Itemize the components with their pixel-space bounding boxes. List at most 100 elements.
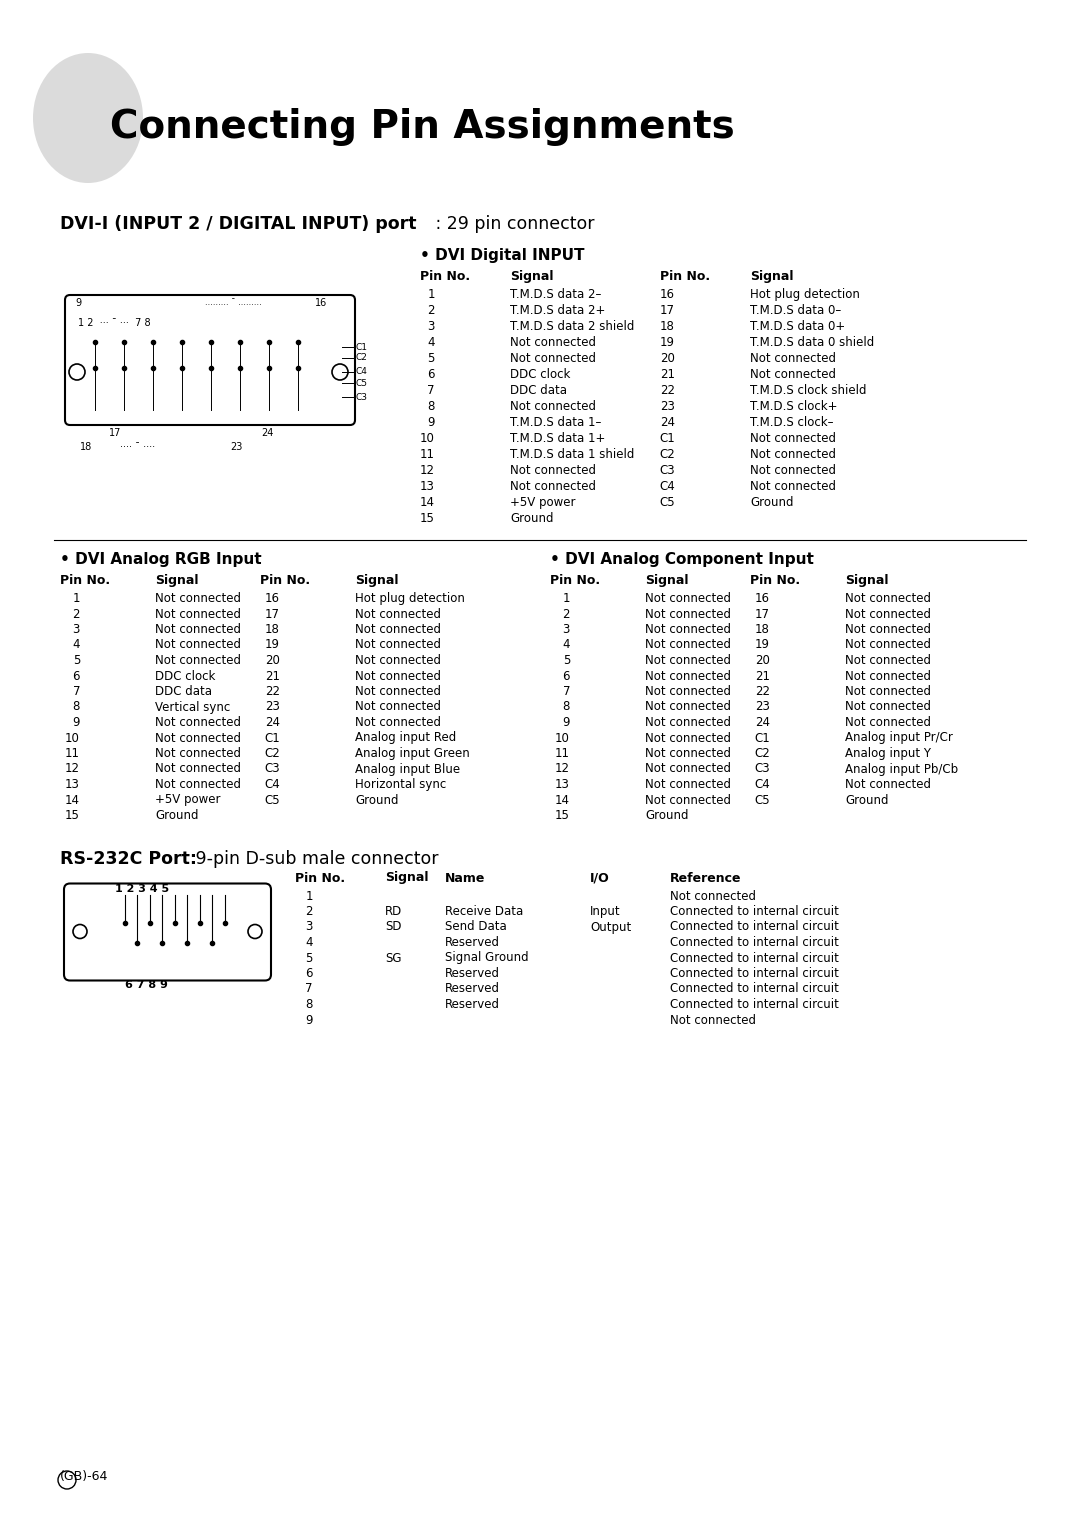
Text: 8: 8 bbox=[428, 400, 435, 413]
Text: Not connected: Not connected bbox=[156, 747, 241, 759]
Text: 21: 21 bbox=[265, 669, 280, 683]
Text: 4: 4 bbox=[72, 639, 80, 651]
Text: 18: 18 bbox=[660, 319, 675, 333]
Text: Not connected: Not connected bbox=[355, 700, 441, 714]
Text: Not connected: Not connected bbox=[510, 400, 596, 413]
Text: 5: 5 bbox=[563, 654, 570, 668]
Text: Not connected: Not connected bbox=[845, 700, 931, 714]
Text: Signal: Signal bbox=[510, 270, 554, 283]
Text: Connected to internal circuit: Connected to internal circuit bbox=[670, 983, 839, 996]
Text: T.M.D.S clock–: T.M.D.S clock– bbox=[750, 416, 834, 429]
Text: 20: 20 bbox=[265, 654, 280, 668]
Text: 5: 5 bbox=[428, 351, 435, 365]
Text: 8: 8 bbox=[563, 700, 570, 714]
Text: 4: 4 bbox=[428, 336, 435, 348]
Text: 7: 7 bbox=[563, 685, 570, 698]
Text: Connected to internal circuit: Connected to internal circuit bbox=[670, 952, 839, 964]
Text: 15: 15 bbox=[555, 808, 570, 822]
Text: C1: C1 bbox=[355, 342, 367, 351]
Text: Not connected: Not connected bbox=[750, 448, 836, 461]
Text: Pin No.: Pin No. bbox=[750, 575, 800, 587]
Text: Connected to internal circuit: Connected to internal circuit bbox=[670, 937, 839, 949]
Text: 11: 11 bbox=[65, 747, 80, 759]
Text: Not connected: Not connected bbox=[645, 669, 731, 683]
Text: 20: 20 bbox=[755, 654, 770, 668]
Text: 8: 8 bbox=[306, 998, 313, 1012]
Text: 19: 19 bbox=[755, 639, 770, 651]
Text: 9: 9 bbox=[563, 717, 570, 729]
Text: 17: 17 bbox=[755, 608, 770, 620]
Text: 10: 10 bbox=[555, 732, 570, 744]
Text: Reserved: Reserved bbox=[445, 937, 500, 949]
Text: DDC data: DDC data bbox=[156, 685, 212, 698]
Text: +5V power: +5V power bbox=[156, 793, 220, 807]
Text: 19: 19 bbox=[660, 336, 675, 348]
Text: Not connected: Not connected bbox=[645, 623, 731, 636]
Text: T.M.D.S data 1+: T.M.D.S data 1+ bbox=[510, 432, 606, 445]
Text: Analog input Pr/Cr: Analog input Pr/Cr bbox=[845, 732, 953, 744]
Text: Not connected: Not connected bbox=[156, 732, 241, 744]
Text: 23: 23 bbox=[755, 700, 770, 714]
Text: Not connected: Not connected bbox=[355, 623, 441, 636]
Text: Not connected: Not connected bbox=[510, 465, 596, 477]
Text: Not connected: Not connected bbox=[645, 685, 731, 698]
Text: C2: C2 bbox=[355, 353, 367, 362]
Text: C5: C5 bbox=[265, 793, 280, 807]
Text: Connecting Pin Assignments: Connecting Pin Assignments bbox=[110, 108, 734, 147]
Text: Not connected: Not connected bbox=[845, 654, 931, 668]
Text: Not connected: Not connected bbox=[750, 351, 836, 365]
Text: 14: 14 bbox=[420, 497, 435, 509]
Text: Not connected: Not connected bbox=[156, 762, 241, 776]
Text: 2: 2 bbox=[72, 608, 80, 620]
Text: 13: 13 bbox=[65, 778, 80, 792]
Text: Not connected: Not connected bbox=[645, 717, 731, 729]
Text: Hot plug detection: Hot plug detection bbox=[355, 591, 464, 605]
Text: 9: 9 bbox=[72, 717, 80, 729]
Text: Not connected: Not connected bbox=[750, 432, 836, 445]
Text: Not connected: Not connected bbox=[845, 639, 931, 651]
Text: 17: 17 bbox=[109, 428, 121, 439]
Text: Not connected: Not connected bbox=[355, 608, 441, 620]
Text: C5: C5 bbox=[355, 379, 367, 388]
Text: Not connected: Not connected bbox=[645, 732, 731, 744]
Text: (GB)-64: (GB)-64 bbox=[60, 1470, 108, 1484]
Text: Not connected: Not connected bbox=[355, 639, 441, 651]
Text: 18: 18 bbox=[80, 442, 92, 452]
Text: Not connected: Not connected bbox=[510, 480, 596, 494]
Text: Not connected: Not connected bbox=[355, 669, 441, 683]
Text: 3: 3 bbox=[563, 623, 570, 636]
Text: Not connected: Not connected bbox=[645, 793, 731, 807]
Text: 9: 9 bbox=[428, 416, 435, 429]
Text: 11: 11 bbox=[420, 448, 435, 461]
Text: Analog input Pb/Cb: Analog input Pb/Cb bbox=[845, 762, 958, 776]
Text: Not connected: Not connected bbox=[645, 608, 731, 620]
Text: 6: 6 bbox=[306, 967, 313, 979]
Text: Pin No.: Pin No. bbox=[260, 575, 310, 587]
Text: 17: 17 bbox=[265, 608, 280, 620]
Text: SD: SD bbox=[384, 920, 402, 934]
Text: Ground: Ground bbox=[645, 808, 689, 822]
Text: 15: 15 bbox=[420, 512, 435, 526]
Text: Not connected: Not connected bbox=[845, 669, 931, 683]
Text: Not connected: Not connected bbox=[156, 778, 241, 792]
Text: T.M.D.S data 1–: T.M.D.S data 1– bbox=[510, 416, 602, 429]
Text: Signal: Signal bbox=[845, 575, 889, 587]
Text: 22: 22 bbox=[265, 685, 280, 698]
Text: 6 7 8 9: 6 7 8 9 bbox=[125, 979, 167, 990]
Text: 2: 2 bbox=[563, 608, 570, 620]
Text: 10: 10 bbox=[420, 432, 435, 445]
Text: Analog input Blue: Analog input Blue bbox=[355, 762, 460, 776]
Text: Not connected: Not connected bbox=[670, 889, 756, 903]
Text: Reserved: Reserved bbox=[445, 983, 500, 996]
Text: T.M.D.S data 0 shield: T.M.D.S data 0 shield bbox=[750, 336, 874, 348]
Text: Name: Name bbox=[445, 871, 485, 885]
Text: C2: C2 bbox=[659, 448, 675, 461]
Text: Vertical sync: Vertical sync bbox=[156, 700, 230, 714]
Text: T.M.D.S data 2+: T.M.D.S data 2+ bbox=[510, 304, 606, 316]
Text: Connected to internal circuit: Connected to internal circuit bbox=[670, 967, 839, 979]
Text: 9: 9 bbox=[306, 1013, 313, 1027]
Text: Not connected: Not connected bbox=[845, 591, 931, 605]
Text: C3: C3 bbox=[355, 393, 367, 402]
Text: 17: 17 bbox=[660, 304, 675, 316]
Text: 19: 19 bbox=[265, 639, 280, 651]
